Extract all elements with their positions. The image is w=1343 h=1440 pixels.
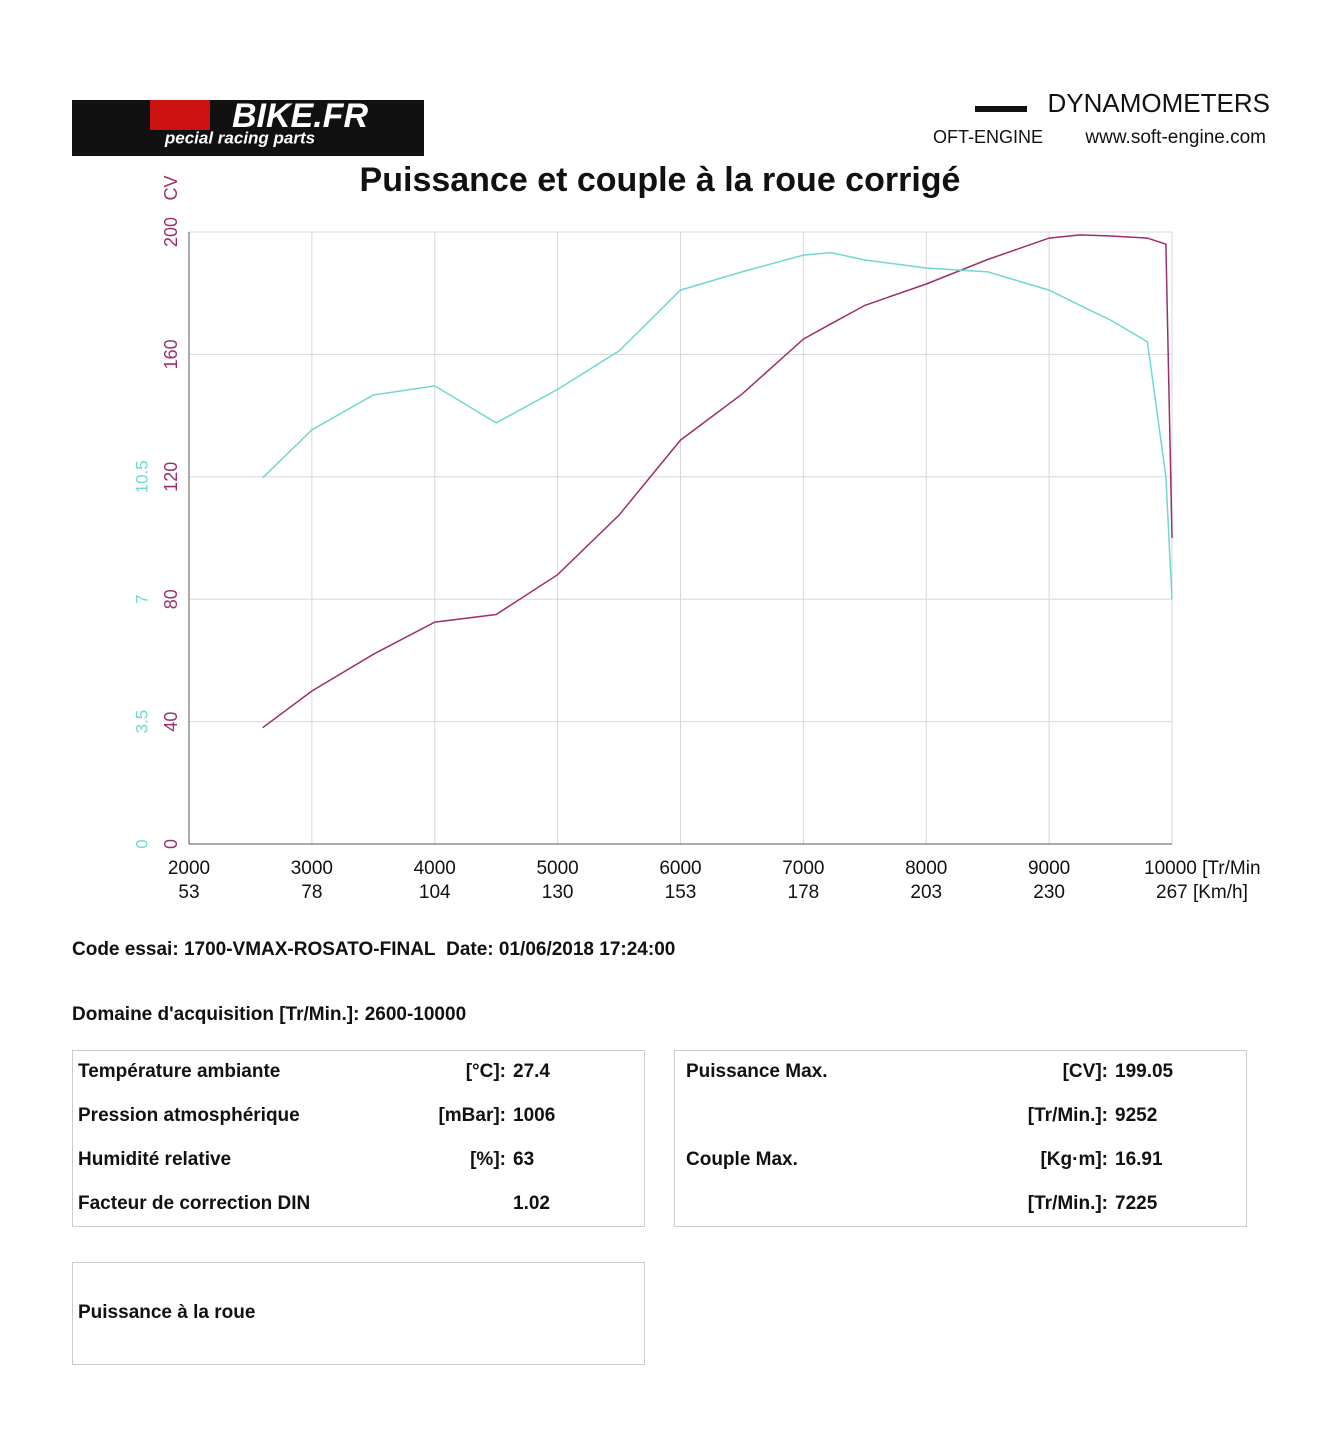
x-secondary-label: 153: [665, 882, 697, 903]
y-axis-title: CV: [161, 175, 181, 200]
x-secondary-label: 230: [1033, 882, 1065, 903]
x-tick-label: 3000: [291, 858, 333, 879]
x-secondary-label: 130: [542, 882, 574, 903]
y2-tick-label: 3.5: [132, 710, 151, 734]
footer-box: [72, 1262, 645, 1365]
date-label: Date:: [446, 939, 494, 960]
row-unit: [Tr/Min.]:: [1027, 1193, 1108, 1214]
x-secondary-label: 53: [178, 882, 199, 903]
logo-bg: [72, 100, 424, 156]
footer-text: Puissance à la roue: [78, 1302, 256, 1323]
y-tick-label: 40: [161, 712, 181, 732]
chart-title: Puissance et couple à la roue corrigé: [360, 161, 961, 199]
row-value: 1.02: [513, 1193, 550, 1214]
code-label: Code essai:: [72, 939, 179, 960]
row-value: 63: [513, 1149, 535, 1170]
code: 1700-VMAX-ROSATO-FINAL: [183, 939, 436, 960]
x-tick-label: 8000: [905, 858, 947, 879]
x-tick-label: 7000: [782, 858, 824, 879]
row-value: 199.05: [1115, 1061, 1174, 1082]
x-secondary-label: 178: [788, 882, 820, 903]
row-unit: [%]:: [470, 1149, 506, 1170]
y-tick-label: 120: [161, 462, 181, 492]
x-tick-label: 2000: [168, 858, 210, 879]
row-value: 7225: [1115, 1193, 1158, 1214]
maxima-box: [674, 1050, 1247, 1227]
brand-logo: OFT-ENGINE: [933, 127, 1043, 147]
row-label: Pression atmosphérique: [78, 1105, 300, 1126]
y-tick-label: 0: [161, 839, 181, 849]
domain-info: Domaine d'acquisition [Tr/Min.]: 2600-10…: [72, 1004, 466, 1026]
logo-text: BIKE.FR: [232, 97, 368, 135]
row-value: 9252: [1115, 1105, 1158, 1126]
row-label: Couple Max.: [686, 1149, 798, 1170]
y-tick-label: 160: [161, 339, 181, 369]
row-value: 1006: [513, 1105, 556, 1126]
brand: DYNAMOMETERS: [1048, 88, 1270, 118]
x-tick-label: 4000: [414, 858, 456, 879]
row-label: Humidité relative: [78, 1149, 232, 1170]
domain-label: Domaine d'acquisition [Tr/Min.]:: [72, 1004, 360, 1025]
y2-tick-label: 7: [132, 594, 151, 603]
x-tick-label: 6000: [659, 858, 701, 879]
y2-tick-label: 0: [132, 839, 151, 848]
test-info: Code essai: 1700-VMAX-ROSATO-FINAL Date:…: [72, 939, 675, 961]
y2-tick-label: 10.5: [132, 460, 151, 493]
x-tick-label: 10000 [Tr/Min: [1144, 858, 1261, 879]
data-line: [262, 234, 1173, 729]
x-secondary-label: 104: [419, 882, 451, 903]
y-tick-label: 200: [161, 217, 181, 247]
data-line: [262, 251, 1173, 600]
y-tick-label: 80: [161, 589, 181, 609]
x-tick-label: 5000: [536, 858, 578, 879]
chart: BIKE.FR pecial racing parts DYNAMOMETERS…: [72, 88, 1270, 903]
row-unit: [CV]:: [1062, 1061, 1108, 1082]
row-value: 16.91: [1115, 1149, 1163, 1170]
logo-accent: [150, 100, 210, 130]
row-unit: [Kg·m]:: [1040, 1149, 1108, 1170]
row-value: 27.4: [513, 1061, 550, 1082]
domain: 2600-10000: [364, 1004, 467, 1025]
row-label: Facteur de correction DIN: [78, 1193, 311, 1214]
row-unit: [mBar]:: [438, 1105, 506, 1126]
date: 01/06/2018 17:24:00: [498, 939, 676, 960]
row-unit: [°C]:: [465, 1061, 506, 1082]
row-label: Température ambiante: [78, 1061, 281, 1082]
website: www.soft-engine.com: [1084, 127, 1266, 148]
conditions-box: [72, 1050, 645, 1227]
brand-bar: [975, 106, 1027, 112]
row-label: Puissance Max.: [686, 1061, 828, 1082]
logo-tagline: pecial racing parts: [164, 128, 315, 147]
x-secondary-label: 78: [301, 882, 322, 903]
x-secondary-label: 267 [Km/h]: [1156, 882, 1248, 903]
x-secondary-label: 203: [910, 882, 942, 903]
x-tick-label: 9000: [1028, 858, 1070, 879]
row-unit: [Tr/Min.]:: [1027, 1105, 1108, 1126]
